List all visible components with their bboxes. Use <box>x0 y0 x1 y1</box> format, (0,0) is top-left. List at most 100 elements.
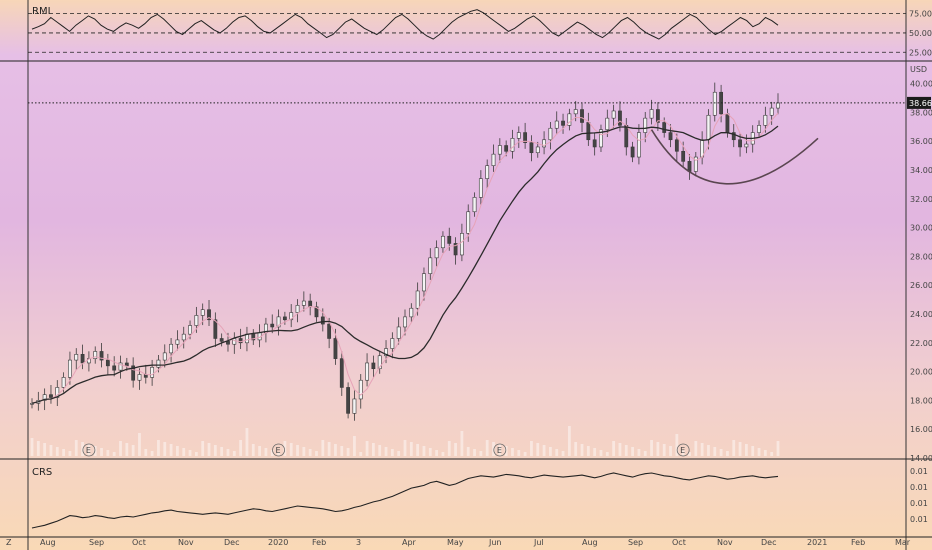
volume-bar <box>517 450 520 456</box>
last-price-label: 38.66 <box>909 99 932 108</box>
volume-bar <box>334 444 337 456</box>
candle-body <box>593 140 596 147</box>
candle-body <box>770 108 773 115</box>
candle-body <box>726 114 729 133</box>
rmi-tick-label: 75.00 <box>909 10 932 19</box>
volume-bar <box>239 440 242 456</box>
candle-body <box>429 258 432 274</box>
x-tick-label: Oct <box>672 538 686 547</box>
candle-body <box>226 341 229 344</box>
volume-bar <box>328 442 331 456</box>
candle-body <box>163 353 166 360</box>
volume-bar <box>625 445 628 456</box>
price-tick-label: 36.00 <box>910 137 932 146</box>
candle-body <box>62 377 65 387</box>
earnings-marker-label: E <box>680 446 685 455</box>
volume-bar <box>100 448 103 456</box>
volume-bar <box>378 445 381 456</box>
earnings-marker-label: E <box>86 446 91 455</box>
candle-body <box>169 344 172 353</box>
candle-body <box>580 110 583 123</box>
volume-bar <box>524 452 527 456</box>
candle-body <box>574 110 577 114</box>
volume-bar <box>113 452 116 456</box>
x-axis: Z Aug Sep Oct Nov Dec 2020 Feb 3 Apr May Jun Jul Aug S… <box>6 538 911 547</box>
volume-bar <box>568 426 571 456</box>
volume-bar <box>492 442 495 456</box>
volume-bar <box>214 445 217 456</box>
candle-body <box>201 310 204 316</box>
candle-body <box>283 317 286 320</box>
crs-tick-label: 0.01 <box>910 499 928 508</box>
price-tick-label: 26.00 <box>910 281 932 290</box>
volume-bar <box>220 447 223 456</box>
volume-bar <box>227 449 230 456</box>
candle-body <box>365 363 368 380</box>
volume-bar <box>726 451 729 456</box>
candle-body <box>138 374 141 380</box>
volume-bar <box>764 450 767 456</box>
volume-bar <box>770 452 773 456</box>
candle-body <box>422 274 425 291</box>
earnings-marker-label: E <box>276 446 281 455</box>
candle-body <box>549 128 552 140</box>
volume-bar <box>43 443 46 456</box>
volume-bar <box>479 451 482 456</box>
candle-body <box>688 161 691 171</box>
volume-bar <box>258 446 261 456</box>
volume-bar <box>106 450 109 456</box>
candle-body <box>271 324 274 327</box>
candle-body <box>467 212 470 234</box>
x-tick-label: Apr <box>402 538 417 547</box>
crs-title: CRS <box>32 467 52 478</box>
volume-bar <box>694 441 697 456</box>
volume-bar <box>536 443 539 456</box>
x-tick-label: Mar <box>895 538 911 547</box>
candle-body <box>637 133 640 157</box>
candle-body <box>195 315 198 325</box>
candle-body <box>561 121 564 125</box>
volume-bar <box>397 451 400 456</box>
volume-bar <box>460 431 463 456</box>
volume-bar <box>75 440 78 456</box>
volume-bar <box>302 447 305 456</box>
ma-slow-line <box>32 126 778 403</box>
volume-bar <box>435 450 438 456</box>
volume-bar <box>208 443 211 456</box>
candle-body <box>776 103 779 108</box>
candle-body <box>631 147 634 157</box>
volume-bar <box>290 443 293 456</box>
volume-bar <box>732 440 735 456</box>
volume-bar <box>593 448 596 456</box>
volume-bar <box>201 441 204 456</box>
x-tick-label: Sep <box>628 538 643 547</box>
candle-body <box>403 317 406 327</box>
volume-bar <box>296 445 299 456</box>
volume-bar <box>442 452 445 456</box>
volume-bar <box>56 447 59 456</box>
candle-body <box>125 363 128 366</box>
volume-bar <box>170 444 173 456</box>
x-tick-label: 2020 <box>268 538 288 547</box>
volume-bar <box>701 443 704 456</box>
volume-bar <box>467 447 470 456</box>
volume-bar <box>739 442 742 456</box>
y-axis: 75.00 50.00 25.00 USD 40.00 38.00 36.00 34.00 32… <box>907 10 932 524</box>
volume-bar <box>246 428 249 456</box>
volume-bar <box>132 445 135 456</box>
candle-body <box>302 301 305 305</box>
candle-body <box>498 146 501 155</box>
volume-bar <box>119 441 122 456</box>
volume-bar <box>410 442 413 456</box>
candle-body <box>334 338 337 358</box>
price-tick-label: 22.00 <box>910 339 932 348</box>
volume-bar <box>283 441 286 456</box>
volume-bar <box>707 445 710 456</box>
candle-body <box>157 360 160 367</box>
volume-bar <box>265 448 268 456</box>
volume-bar <box>163 442 166 456</box>
volume-bar <box>543 445 546 456</box>
volume-bar <box>81 442 84 456</box>
x-tick-label: May <box>447 538 464 547</box>
rmi-tick-label: 50.00 <box>909 29 932 38</box>
